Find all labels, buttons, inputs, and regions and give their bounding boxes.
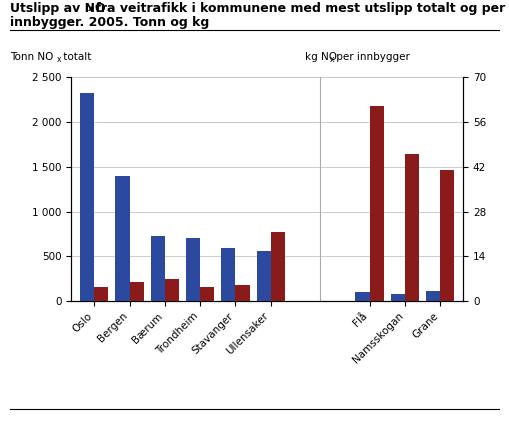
Bar — [200, 287, 214, 301]
Text: per innbygger: per innbygger — [333, 52, 410, 62]
Bar — [129, 282, 144, 301]
Bar — [221, 248, 236, 301]
Bar — [80, 92, 94, 301]
Bar — [440, 170, 455, 301]
Text: kg NO: kg NO — [305, 52, 337, 62]
Text: x: x — [88, 4, 93, 13]
Bar — [236, 285, 249, 301]
Bar — [405, 154, 419, 301]
Text: totalt: totalt — [60, 52, 92, 62]
Bar — [370, 106, 384, 301]
Text: x: x — [330, 55, 334, 64]
Bar — [116, 176, 129, 301]
Bar — [257, 252, 271, 301]
Bar — [186, 238, 200, 301]
Bar — [426, 291, 440, 301]
Bar — [391, 294, 405, 301]
Bar — [151, 236, 165, 301]
Bar — [94, 287, 108, 301]
Text: innbygger. 2005. Tonn og kg: innbygger. 2005. Tonn og kg — [10, 16, 209, 29]
Text: Utslipp av NO: Utslipp av NO — [10, 2, 106, 15]
Text: x: x — [57, 55, 62, 64]
Text: fra veitrafikk i kommunene med mest utslipp totalt og per: fra veitrafikk i kommunene med mest utsl… — [91, 2, 505, 15]
Text: Tonn NO: Tonn NO — [10, 52, 53, 62]
Bar — [165, 279, 179, 301]
Bar — [271, 232, 285, 301]
Bar — [355, 292, 370, 301]
